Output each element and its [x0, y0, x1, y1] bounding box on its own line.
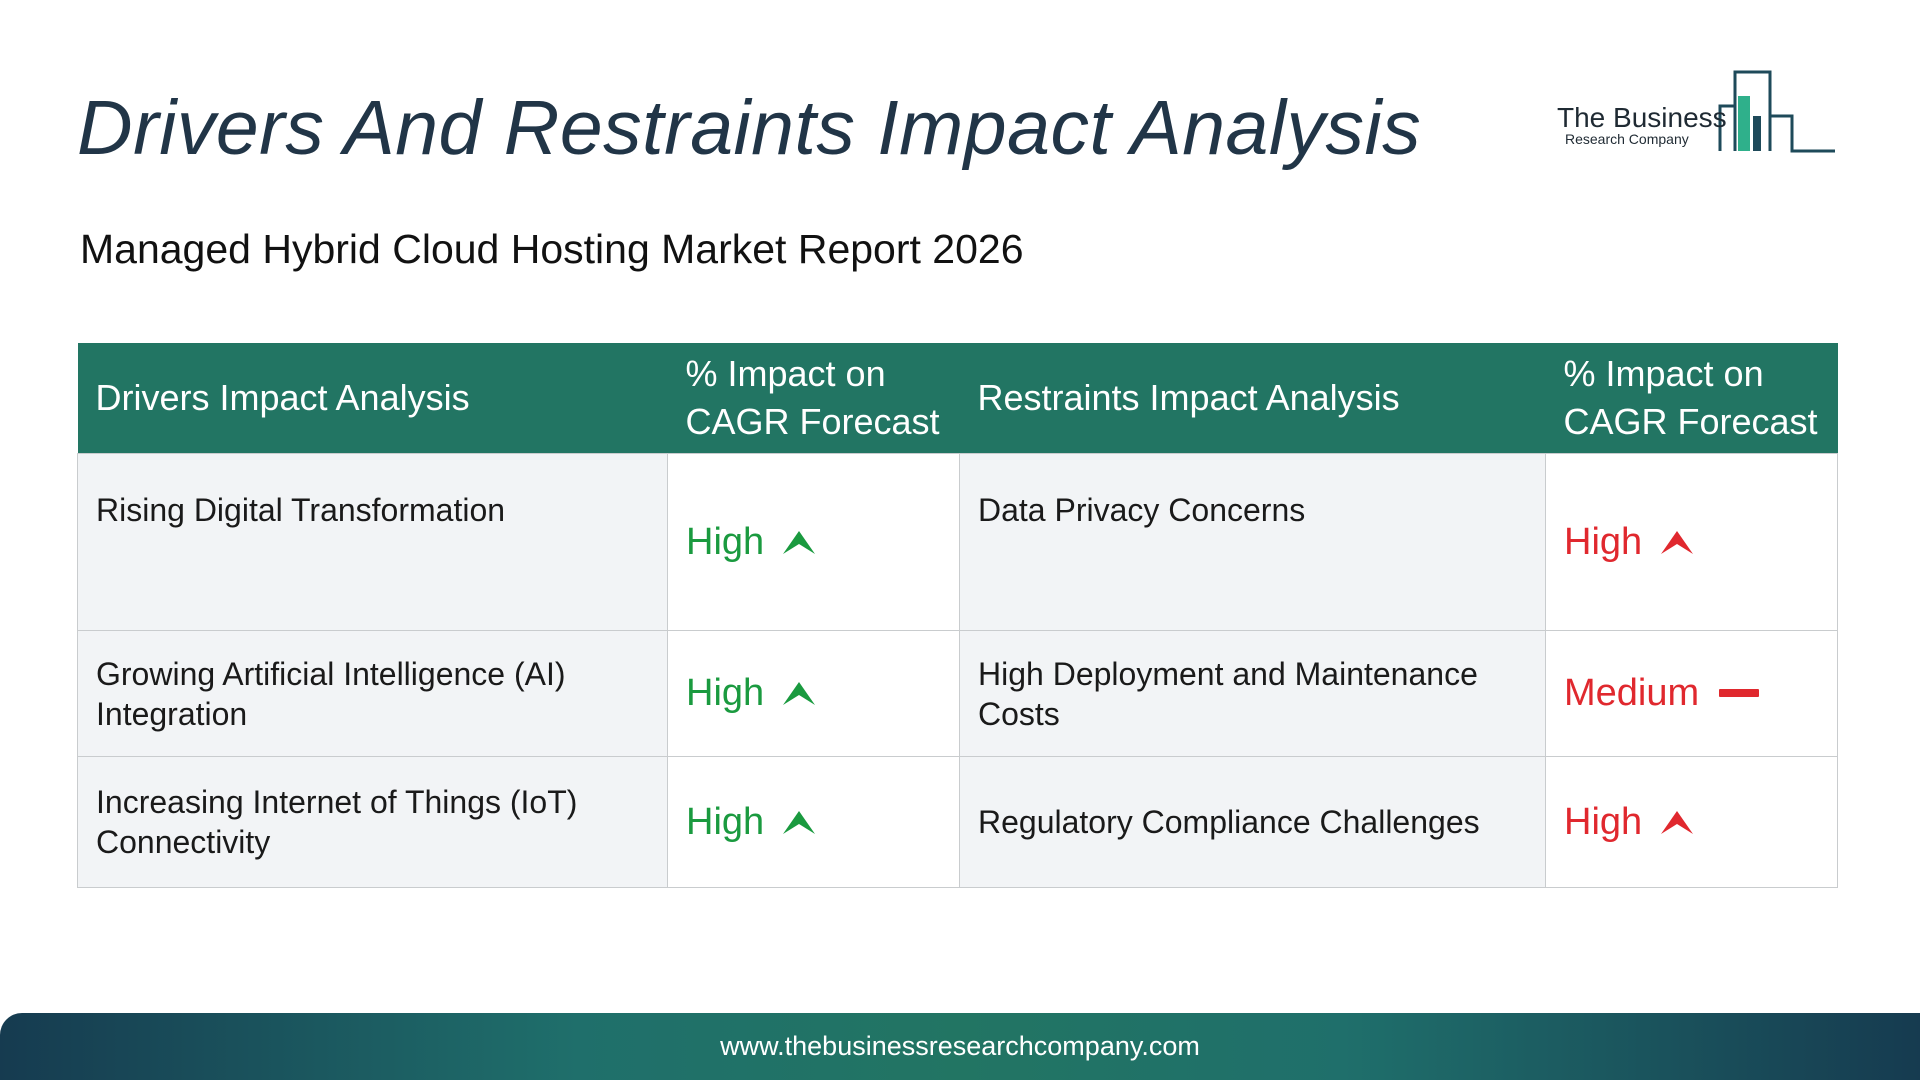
logo-text-secondary: Research Company [1565, 131, 1689, 147]
restraint-impact-level: Medium [1564, 672, 1700, 714]
page-title: Drivers And Restraints Impact Analysis [77, 85, 1422, 171]
driver-impact-cell: High [667, 630, 960, 757]
up-arrow-icon [782, 529, 816, 555]
driver-impact-cell: High [667, 453, 960, 631]
restraint-name: Regulatory Compliance Challenges [959, 756, 1546, 888]
up-arrow-icon [1660, 809, 1694, 835]
driver-name: Rising Digital Transformation [77, 453, 668, 631]
up-arrow-icon [1660, 529, 1694, 555]
website-link[interactable]: www.thebusinessresearchcompany.com [720, 1031, 1200, 1061]
restraint-impact-cell: High [1545, 756, 1838, 888]
driver-name: Growing Artificial Intelligence (AI) Int… [77, 630, 668, 757]
restraints-header: Restraints Impact Analysis [959, 343, 1546, 454]
table-row: Rising Digital Transformation High Data … [77, 453, 1838, 631]
driver-impact-level: High [686, 672, 765, 714]
restraint-impact-cell: Medium [1545, 630, 1838, 757]
report-subtitle: Managed Hybrid Cloud Hosting Market Repo… [80, 226, 1024, 272]
driver-impact-level: High [686, 520, 765, 563]
driver-impact-header: % Impact on CAGR Forecast [667, 343, 960, 454]
restraint-name: High Deployment and Maintenance Costs [959, 630, 1546, 757]
restraint-impact-level: High [1564, 800, 1643, 843]
dash-icon [1717, 687, 1761, 699]
up-arrow-icon [782, 809, 816, 835]
driver-name: Increasing Internet of Things (IoT) Conn… [77, 756, 668, 888]
table-header-row: Drivers Impact Analysis % Impact on CAGR… [77, 343, 1838, 454]
restraint-impact-cell: High [1545, 453, 1838, 631]
restraint-impact-header: % Impact on CAGR Forecast [1545, 343, 1838, 454]
drivers-header: Drivers Impact Analysis [77, 343, 668, 454]
impact-table: Drivers Impact Analysis % Impact on CAGR… [77, 343, 1838, 888]
company-logo: The Business Research Company [1555, 66, 1835, 156]
bar-building-logo-icon [1718, 70, 1835, 153]
driver-impact-cell: High [667, 756, 960, 888]
restraint-name: Data Privacy Concerns [959, 453, 1546, 631]
restraint-impact-level: High [1564, 520, 1643, 563]
table-row: Growing Artificial Intelligence (AI) Int… [77, 630, 1838, 757]
table-row: Increasing Internet of Things (IoT) Conn… [77, 756, 1838, 888]
driver-impact-level: High [686, 800, 765, 843]
footer-bar: www.thebusinessresearchcompany.com [0, 1013, 1920, 1080]
logo-text-primary: The Business [1557, 102, 1727, 133]
up-arrow-icon [782, 680, 816, 706]
